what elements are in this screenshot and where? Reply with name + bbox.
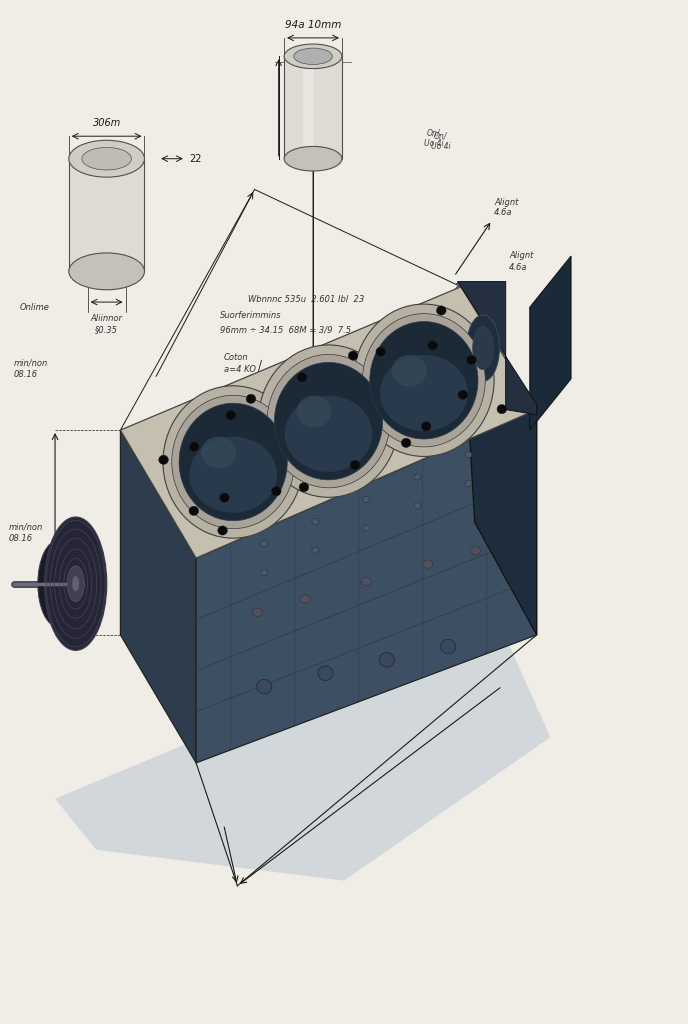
Ellipse shape <box>261 569 268 575</box>
Ellipse shape <box>363 313 485 446</box>
Ellipse shape <box>285 395 372 472</box>
Ellipse shape <box>473 327 493 370</box>
Ellipse shape <box>72 575 79 592</box>
Text: Coton
a=4 KO: Coton a=4 KO <box>224 353 256 374</box>
Ellipse shape <box>67 565 84 602</box>
Ellipse shape <box>172 395 294 528</box>
Text: 96mm ÷ 34.15  68M = 3/9  7.5: 96mm ÷ 34.15 68M = 3/9 7.5 <box>220 326 352 334</box>
Ellipse shape <box>436 306 446 315</box>
Polygon shape <box>196 410 537 763</box>
Text: 45. bholiy
0.6? #: 45. bholiy 0.6? # <box>92 148 129 169</box>
Ellipse shape <box>312 518 319 524</box>
Ellipse shape <box>45 517 107 650</box>
Ellipse shape <box>348 351 358 360</box>
Ellipse shape <box>318 666 333 680</box>
Ellipse shape <box>465 480 472 486</box>
Ellipse shape <box>421 422 431 431</box>
Ellipse shape <box>189 442 199 452</box>
Polygon shape <box>284 56 342 159</box>
Text: min/non
08.16: min/non 08.16 <box>8 522 43 543</box>
Ellipse shape <box>252 608 263 616</box>
Text: Alignt
4.6a: Alignt 4.6a <box>494 198 518 217</box>
Ellipse shape <box>261 541 268 547</box>
Ellipse shape <box>391 355 427 387</box>
Ellipse shape <box>414 474 421 480</box>
Ellipse shape <box>201 436 236 468</box>
Text: Onlime: Onlime <box>20 303 50 311</box>
Ellipse shape <box>217 526 227 536</box>
Ellipse shape <box>414 503 421 509</box>
Text: Aliinnor
§0.35: Aliinnor §0.35 <box>91 314 122 334</box>
Ellipse shape <box>401 438 411 447</box>
Ellipse shape <box>361 578 372 586</box>
Ellipse shape <box>297 395 332 427</box>
Ellipse shape <box>466 355 476 365</box>
Ellipse shape <box>246 394 256 403</box>
Ellipse shape <box>379 652 394 667</box>
Text: On/
Uo 4i: On/ Uo 4i <box>424 128 443 148</box>
Ellipse shape <box>284 146 342 171</box>
Ellipse shape <box>163 386 303 539</box>
Ellipse shape <box>189 506 199 515</box>
Polygon shape <box>55 614 550 881</box>
Ellipse shape <box>470 547 480 555</box>
Ellipse shape <box>69 140 144 177</box>
Ellipse shape <box>179 403 288 520</box>
Text: min/non
08.16: min/non 08.16 <box>14 358 48 379</box>
Polygon shape <box>69 159 144 271</box>
Ellipse shape <box>440 639 455 653</box>
Ellipse shape <box>350 461 360 470</box>
Ellipse shape <box>363 525 370 531</box>
Text: 45. bholiy
0.6? #: 45. bholiy 0.6? # <box>71 148 108 169</box>
Ellipse shape <box>422 560 433 568</box>
Ellipse shape <box>376 347 385 356</box>
Ellipse shape <box>297 373 307 382</box>
Ellipse shape <box>159 456 169 465</box>
Polygon shape <box>303 69 314 146</box>
Ellipse shape <box>354 304 494 457</box>
Ellipse shape <box>284 44 342 69</box>
Polygon shape <box>461 287 537 635</box>
Text: 22: 22 <box>189 154 202 164</box>
Ellipse shape <box>272 486 281 496</box>
Text: Wbnnnc 535u  2.601 Ibl  23: Wbnnnc 535u 2.601 Ibl 23 <box>248 295 364 303</box>
Text: 306m: 306m <box>92 118 121 128</box>
Ellipse shape <box>219 493 229 502</box>
Ellipse shape <box>465 452 472 458</box>
Ellipse shape <box>380 355 468 431</box>
Ellipse shape <box>259 345 398 498</box>
Ellipse shape <box>267 354 390 487</box>
Ellipse shape <box>300 595 310 603</box>
Ellipse shape <box>82 147 131 170</box>
Ellipse shape <box>226 411 236 420</box>
Ellipse shape <box>294 48 332 65</box>
Polygon shape <box>530 256 571 430</box>
Polygon shape <box>120 287 537 558</box>
Ellipse shape <box>299 482 309 492</box>
Text: 94a 10mm: 94a 10mm <box>285 19 341 30</box>
Ellipse shape <box>497 404 506 414</box>
Polygon shape <box>120 430 196 763</box>
Text: On/
Uo 4i: On/ Uo 4i <box>431 131 450 152</box>
Ellipse shape <box>428 341 438 350</box>
Ellipse shape <box>369 322 478 439</box>
Ellipse shape <box>257 680 272 694</box>
Ellipse shape <box>275 362 383 480</box>
Ellipse shape <box>466 315 499 382</box>
Ellipse shape <box>312 547 319 553</box>
Text: Alignt
4.6a: Alignt 4.6a <box>509 251 533 271</box>
Ellipse shape <box>189 436 277 513</box>
Ellipse shape <box>363 497 370 503</box>
Polygon shape <box>458 282 537 415</box>
Ellipse shape <box>69 253 144 290</box>
Ellipse shape <box>458 390 468 399</box>
Text: Suorferimmins: Suorferimmins <box>220 311 281 319</box>
Ellipse shape <box>38 541 79 627</box>
